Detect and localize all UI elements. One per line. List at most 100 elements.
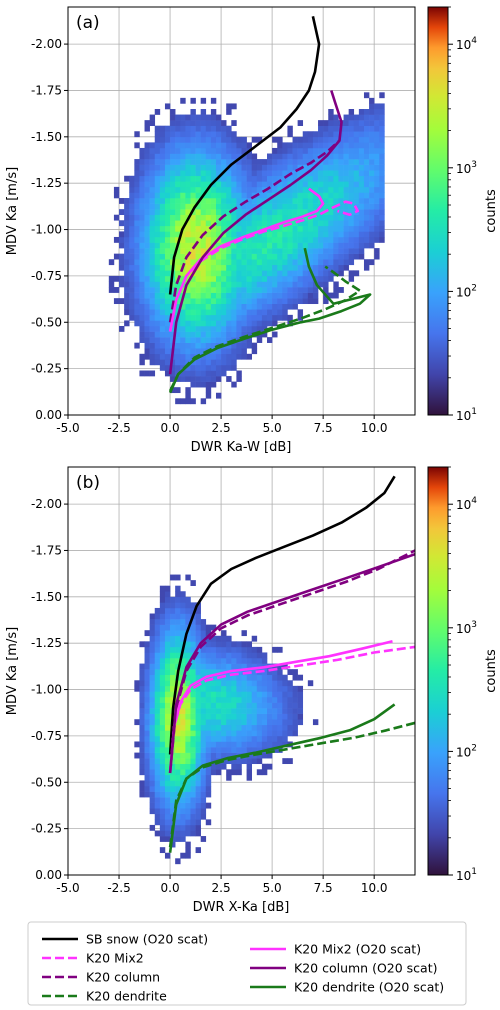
heatmap-cell [164,370,171,377]
heatmap-cell [205,331,212,338]
heatmap-cell [226,287,232,293]
heatmap-cell [149,175,156,182]
heatmap-cell [353,214,360,221]
heatmap-cell [164,602,171,609]
heatmap-cell [185,181,191,188]
heatmap-cell [210,292,217,299]
heatmap-cell [333,170,339,177]
heatmap-cell [170,780,176,787]
heatmap-cell [251,281,258,288]
heatmap-cell [200,198,207,204]
heatmap-cell [236,209,242,216]
heatmap-cell [246,292,252,299]
heatmap-cell [231,658,237,664]
heatmap-cell [369,125,375,132]
heatmap-cell [164,635,171,642]
heatmap-cell [205,281,212,288]
heatmap-cell [226,348,232,355]
heatmap-cell [246,164,252,171]
heatmap-cell [210,259,217,266]
heatmap-cell [164,752,171,759]
heatmap-cell [215,125,222,132]
heatmap-cell [170,802,176,809]
heatmap-cell [246,220,252,227]
heatmap-cell [113,192,120,199]
heatmap-cell [175,364,181,371]
heatmap-cell [261,309,268,316]
heatmap-cell [236,342,242,349]
heatmap-cell [170,696,176,703]
heatmap-cell [272,708,278,714]
heatmap-cell [180,747,186,753]
heatmap-cell [369,214,375,221]
heatmap-cell [267,242,273,249]
heatmap-cell [159,813,166,820]
heatmap-cell [190,159,196,165]
heatmap-cell [170,669,176,676]
heatmap-cell [333,114,339,121]
heatmap-cell [185,808,191,815]
heatmap-cell [374,214,380,221]
heatmap-cell [318,170,324,177]
heatmap-cell [149,214,156,221]
heatmap-cell [195,337,201,343]
heatmap-cell [369,153,375,160]
heatmap-cell [180,125,186,132]
heatmap-cell [205,114,212,121]
heatmap-cell [154,348,161,355]
heatmap-cell [139,791,145,798]
heatmap-cell [149,780,156,787]
heatmap-cell [139,164,145,171]
heatmap-cell [144,663,150,670]
heatmap-cell [226,153,232,160]
heatmap-cell [170,376,176,382]
heatmap-cell [272,309,278,316]
heatmap-cell [175,685,181,692]
heatmap-cell [149,314,156,321]
heatmap-cell [180,830,186,837]
heatmap-cell [287,298,293,305]
heatmap-cell [170,125,176,132]
heatmap-cell [215,719,222,726]
heatmap-cell [236,680,242,687]
heatmap-cell [256,752,263,759]
heatmap-cell [144,236,150,243]
heatmap-cell [175,320,181,327]
heatmap-cell [185,198,191,204]
heatmap-cell [190,808,196,815]
heatmap-cell [251,164,258,171]
heatmap-cell [170,658,176,664]
heatmap-cell [251,691,258,698]
heatmap-cell [195,696,201,703]
heatmap-cell [292,292,298,299]
heatmap-cell [210,303,217,310]
heatmap-cell [190,342,196,349]
heatmap-cell [236,348,242,355]
heatmap-cell [246,309,252,316]
heatmap-cell [144,325,150,332]
heatmap-cell [221,735,227,742]
heatmap-cell [231,752,237,759]
heatmap-cell [134,287,140,293]
heatmap-cell [369,220,375,227]
heatmap-cell [200,813,207,820]
heatmap-cell [231,192,237,199]
heatmap-cell [251,696,258,703]
heatmap-cell [267,270,273,277]
heatmap-cell [312,203,319,210]
heatmap-cell [236,696,242,703]
heatmap-cell [277,164,283,171]
heatmap-cell [241,136,247,143]
heatmap-cell [164,646,171,653]
heatmap-cell [277,713,283,720]
heatmap-cell [205,136,212,143]
heatmap-cell [159,242,166,249]
heatmap-cell [139,147,145,154]
heatmap-cell [241,724,247,731]
heatmap-cell [297,170,304,177]
heatmap-cell [246,253,252,260]
heatmap-cell [190,774,196,781]
heatmap-cell [338,136,344,143]
heatmap-cell [323,181,329,188]
heatmap-cell [226,325,232,332]
